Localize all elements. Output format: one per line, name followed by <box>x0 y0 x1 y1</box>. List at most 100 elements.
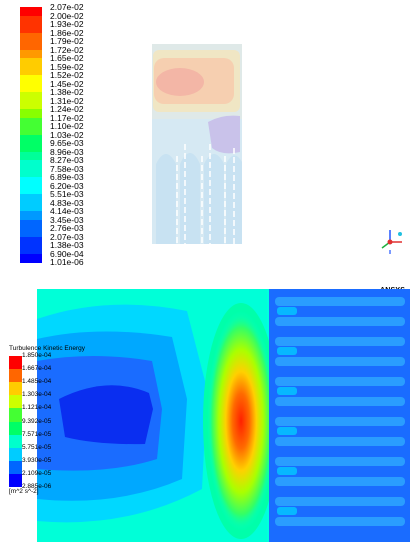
top-colorbar-label: 2.07e-03 <box>50 231 84 242</box>
top-colorbar-segment <box>20 41 42 50</box>
bottom-colorbar-segment <box>9 408 22 422</box>
bottom-colorbar-label: 1.303e-04 <box>22 391 52 399</box>
top-colorbar-segment <box>20 245 42 254</box>
top-colorbar-segment <box>20 49 42 59</box>
top-colorbar-label: 1.79e-02 <box>50 36 84 46</box>
top-colorbar-segment <box>20 58 42 67</box>
top-colorbar-segment <box>20 236 42 246</box>
top-colorbar-label: 4.14e-03 <box>50 206 84 216</box>
top-colorbar-label: 8.96e-03 <box>50 146 84 157</box>
top-colorbar-label: 1.93e-02 <box>50 19 84 29</box>
top-colorbar-segment <box>20 211 42 220</box>
top-colorbar-label: 7.58e-03 <box>50 163 84 174</box>
bottom-deep-blue-core <box>59 385 153 445</box>
top-colorbar-segment <box>20 160 42 169</box>
top-colorbar-segment <box>20 219 42 229</box>
bottom-colorbar-label: 5.751e-05 <box>22 443 52 451</box>
top-colorbar-label: 5.51e-03 <box>50 189 84 199</box>
top-colorbar-label: 6.20e-03 <box>50 180 84 191</box>
bottom-colorbar-label: 1.850e-04 <box>22 352 52 359</box>
top-colorbar-label: 1.03e-02 <box>50 129 84 140</box>
top-colorbar-label: 4.83e-03 <box>50 197 84 208</box>
top-colorbar-label: 8.27e-03 <box>50 155 84 165</box>
top-colorbar-label: 6.89e-03 <box>50 172 84 182</box>
top-colorbar-label: 9.65e-03 <box>50 138 84 148</box>
axis-triad-icon <box>381 230 402 254</box>
bottom-colorbar-segment <box>9 473 22 488</box>
top-finger-zone-3 <box>204 154 224 244</box>
top-purple-zone <box>208 115 240 154</box>
top-colorbar-segment <box>20 15 42 25</box>
bottom-colorbar-label: 2.885e-06 <box>22 483 52 490</box>
top-colorbar-label: 1.17e-02 <box>50 112 84 123</box>
top-colorbar-segment <box>20 134 42 144</box>
top-colorbar-label: 1.65e-02 <box>50 53 84 63</box>
top-colorbar-segment <box>20 7 42 16</box>
top-colorbar-label: 6.90e-04 <box>50 248 84 259</box>
top-colorbar-label: 1.31e-02 <box>50 95 84 106</box>
bottom-colorbar-label: 3.930e-05 <box>22 456 52 464</box>
bottom-colorbar-segment <box>9 460 22 475</box>
top-colorbar-label: 1.38e-02 <box>50 87 84 97</box>
top-colorbar-label: 2.76e-03 <box>50 223 84 233</box>
top-colorbar-segment <box>20 168 42 178</box>
top-colorbar-segment <box>20 100 42 110</box>
bottom-colorbar-segment <box>9 356 22 370</box>
top-colorbar-label: 3.45e-03 <box>50 214 84 225</box>
top-colorbar-label: 1.52e-02 <box>50 70 84 80</box>
top-finger-zone-2 <box>180 153 200 244</box>
top-colorbar-segment <box>20 92 42 101</box>
bottom-colorbar-segment <box>9 421 22 436</box>
bottom-legend-unit: [m^2 s^-2] <box>9 488 39 495</box>
top-colorbar-segment <box>20 24 42 33</box>
top-warm-core <box>156 68 204 96</box>
top-colorbar-label: 1.24e-02 <box>50 104 84 114</box>
bottom-colorbar-segment <box>9 434 22 449</box>
bottom-colorbar-label: 2.109e-05 <box>22 469 52 477</box>
top-colorbar-segment <box>20 66 42 76</box>
bottom-contour-plot <box>37 289 410 542</box>
top-colorbar-label: 1.59e-02 <box>50 61 84 72</box>
top-finger-zone-4 <box>226 155 242 244</box>
bottom-colorbar-label: 9.392e-05 <box>22 417 52 425</box>
bottom-colorbar-segment <box>9 447 22 462</box>
top-fin-lines <box>176 144 235 244</box>
top-colorbar-segment <box>20 126 42 135</box>
top-colorbar-label: 1.86e-02 <box>50 27 84 38</box>
bottom-colorbar-segment <box>9 395 22 409</box>
bottom-fin-highlights <box>277 307 297 515</box>
top-colorbar-segment <box>20 83 42 93</box>
top-colorbar-segment <box>20 185 42 195</box>
top-colorbar-label: 2.07e-02 <box>50 2 84 12</box>
bottom-colorbar-label: 1.485e-04 <box>22 378 52 386</box>
bottom-legend-title: Turbulence Kinetic Energy <box>9 345 85 352</box>
top-colorbar-segment <box>20 32 42 42</box>
top-colorbar-label: 1.01e-06 <box>50 257 84 267</box>
bottom-colorbar-segment <box>9 382 22 396</box>
top-colorbar-label: 1.10e-02 <box>50 121 84 131</box>
top-colorbar-label: 2.00e-02 <box>50 10 84 21</box>
top-colorbar-label: 1.38e-03 <box>50 240 84 250</box>
top-colorbar <box>20 7 42 263</box>
top-colorbar-segment <box>20 177 42 186</box>
bottom-colorbar-label: 1.121e-04 <box>22 404 52 412</box>
bottom-colorbar <box>9 356 22 488</box>
bottom-colorbar-segment <box>9 369 22 383</box>
top-colorbar-segment <box>20 253 42 263</box>
bottom-colorbar-label: 7.571e-05 <box>22 430 52 438</box>
top-colorbar-segment <box>20 151 42 161</box>
top-colorbar-label: 1.72e-02 <box>50 44 84 55</box>
bottom-colorbar-label: 1.667e-04 <box>22 365 52 373</box>
top-colorbar-label: 1.45e-02 <box>50 78 84 89</box>
bottom-fin-channels <box>275 297 405 526</box>
top-colorbar-segment <box>20 143 42 152</box>
top-colorbar-segment <box>20 117 42 127</box>
top-colorbar-segment <box>20 75 42 84</box>
top-colorbar-segment <box>20 109 42 118</box>
top-colorbar-segment <box>20 202 42 212</box>
bottom-hotspot-core <box>207 311 275 531</box>
top-colorbar-segment <box>20 194 42 203</box>
top-colorbar-segment <box>20 228 42 237</box>
top-finger-zone-1 <box>156 154 176 244</box>
top-contour-plot <box>152 44 242 244</box>
